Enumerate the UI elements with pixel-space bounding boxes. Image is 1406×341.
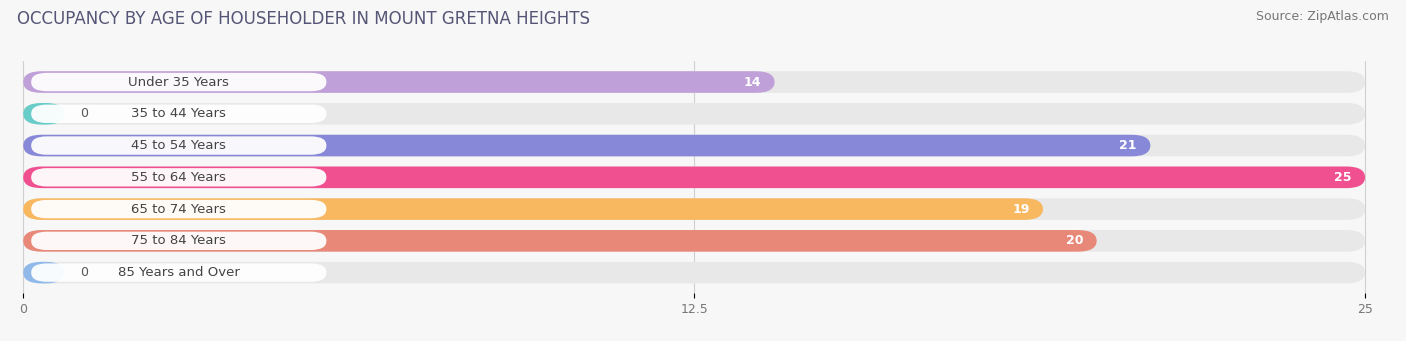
Text: 55 to 64 Years: 55 to 64 Years xyxy=(131,171,226,184)
Text: Under 35 Years: Under 35 Years xyxy=(128,75,229,89)
FancyBboxPatch shape xyxy=(31,136,326,155)
FancyBboxPatch shape xyxy=(22,230,1365,252)
FancyBboxPatch shape xyxy=(22,103,1365,124)
FancyBboxPatch shape xyxy=(22,198,1043,220)
Text: 75 to 84 Years: 75 to 84 Years xyxy=(131,234,226,247)
FancyBboxPatch shape xyxy=(22,262,65,283)
Text: OCCUPANCY BY AGE OF HOUSEHOLDER IN MOUNT GRETNA HEIGHTS: OCCUPANCY BY AGE OF HOUSEHOLDER IN MOUNT… xyxy=(17,10,591,28)
FancyBboxPatch shape xyxy=(31,200,326,218)
FancyBboxPatch shape xyxy=(22,103,65,124)
FancyBboxPatch shape xyxy=(22,166,1365,188)
FancyBboxPatch shape xyxy=(31,264,326,282)
FancyBboxPatch shape xyxy=(22,166,1365,188)
FancyBboxPatch shape xyxy=(31,168,326,187)
Text: 65 to 74 Years: 65 to 74 Years xyxy=(131,203,226,216)
Text: 21: 21 xyxy=(1119,139,1137,152)
FancyBboxPatch shape xyxy=(31,105,326,123)
FancyBboxPatch shape xyxy=(31,73,326,91)
Text: 0: 0 xyxy=(80,266,89,279)
FancyBboxPatch shape xyxy=(22,135,1365,157)
Text: 45 to 54 Years: 45 to 54 Years xyxy=(131,139,226,152)
Text: 20: 20 xyxy=(1066,234,1083,247)
FancyBboxPatch shape xyxy=(22,230,1097,252)
FancyBboxPatch shape xyxy=(22,71,1365,93)
Text: 19: 19 xyxy=(1012,203,1029,216)
Text: 25: 25 xyxy=(1334,171,1351,184)
FancyBboxPatch shape xyxy=(22,71,775,93)
Text: 35 to 44 Years: 35 to 44 Years xyxy=(131,107,226,120)
Text: 14: 14 xyxy=(744,75,761,89)
Text: 0: 0 xyxy=(80,107,89,120)
FancyBboxPatch shape xyxy=(31,232,326,250)
Text: Source: ZipAtlas.com: Source: ZipAtlas.com xyxy=(1256,10,1389,23)
FancyBboxPatch shape xyxy=(22,135,1150,157)
FancyBboxPatch shape xyxy=(22,262,1365,283)
Text: 85 Years and Over: 85 Years and Over xyxy=(118,266,240,279)
FancyBboxPatch shape xyxy=(22,198,1365,220)
